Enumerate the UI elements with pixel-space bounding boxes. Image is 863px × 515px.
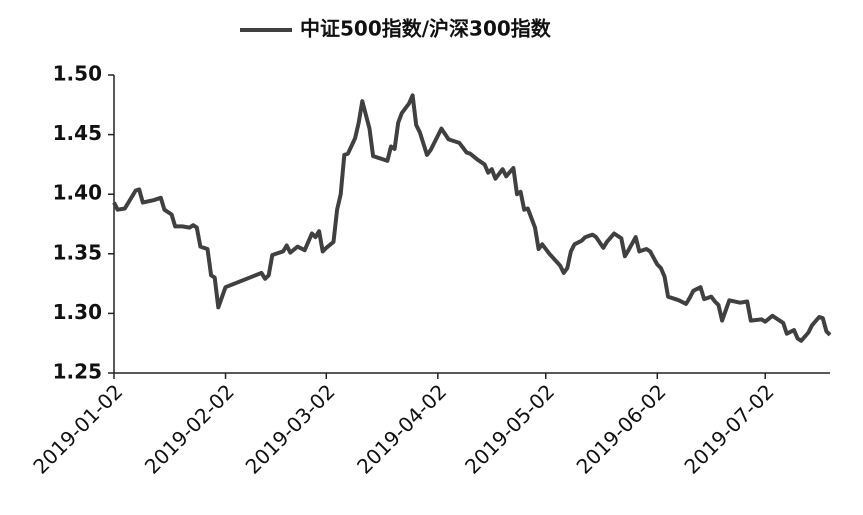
x-tick-label: 2019-04-02 (352, 379, 451, 478)
y-tick-label: 1.40 (53, 181, 102, 205)
y-tick-label: 1.30 (53, 300, 102, 324)
x-tick-label: 2019-03-02 (241, 379, 340, 478)
y-tick-label: 1.25 (53, 360, 102, 384)
x-tick-label: 2019-07-02 (680, 379, 779, 478)
x-tick-label: 2019-01-02 (28, 379, 127, 478)
series-line (112, 93, 832, 343)
x-tick-label: 2019-06-02 (572, 379, 671, 478)
y-tick-label: 1.35 (53, 240, 102, 264)
x-tick-label: 2019-05-02 (460, 379, 559, 478)
legend-label: 中证500指数/沪深300指数 (300, 17, 552, 41)
y-tick-label: 1.45 (53, 121, 102, 145)
x-tick-label: 2019-02-02 (140, 379, 239, 478)
y-tick-label: 1.50 (53, 62, 102, 86)
